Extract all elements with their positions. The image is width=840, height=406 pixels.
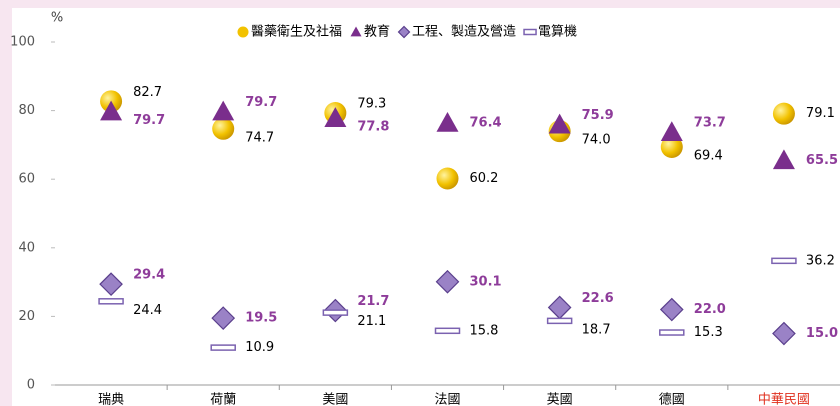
legend-label: 電算機 [538, 25, 577, 40]
y-tick-label: 100 [10, 35, 35, 50]
value-label: 15.3 [694, 325, 723, 340]
x-tick-label: 法國 [434, 393, 460, 406]
circle-marker [436, 167, 459, 190]
circle-marker [660, 135, 683, 158]
value-label: 21.1 [357, 314, 386, 329]
value-label: 24.4 [133, 303, 162, 318]
x-tick-label: 中華民國 [758, 393, 810, 406]
bar-marker [771, 257, 797, 265]
legend-label: 醫藥衛生及社福 [251, 24, 342, 40]
value-label: 79.3 [357, 97, 386, 112]
value-label: 69.4 [694, 148, 723, 163]
value-label: 74.0 [582, 133, 611, 148]
diamond-marker [99, 272, 123, 297]
value-label: 60.2 [470, 171, 499, 186]
circle-marker [237, 26, 249, 38]
diamond-marker [397, 25, 411, 39]
y-axis-label: % [51, 11, 63, 26]
circle-marker [772, 102, 795, 125]
x-tick-label: 瑞典 [98, 393, 124, 406]
triangle-marker [660, 121, 683, 142]
x-tick-label: 德國 [659, 393, 685, 406]
bar-marker [659, 329, 685, 336]
triangle-marker [548, 113, 571, 134]
diamond-marker [435, 269, 460, 294]
value-label: 74.7 [245, 130, 274, 145]
bar-marker [434, 327, 461, 335]
triangle-marker [350, 26, 362, 37]
value-label: 82.7 [133, 85, 162, 100]
value-label: 18.7 [582, 322, 611, 337]
value-label: 15.8 [470, 323, 499, 338]
value-label: 30.1 [470, 274, 502, 289]
x-tick-label: 美國 [322, 393, 348, 406]
bar-marker [523, 28, 537, 36]
diamond-marker [211, 306, 236, 330]
legend-label: 教育 [364, 24, 390, 40]
triangle-marker [212, 100, 235, 121]
plot-background [12, 8, 840, 406]
diamond-marker [659, 297, 684, 322]
diamond-marker [772, 321, 796, 346]
triangle-marker [324, 107, 347, 127]
value-label: 65.5 [806, 153, 838, 168]
value-label: 79.1 [806, 106, 835, 121]
triangle-marker [436, 111, 459, 132]
value-label: 22.0 [694, 302, 726, 317]
value-label: 79.7 [133, 113, 165, 128]
value-label: 75.9 [582, 108, 614, 123]
value-label: 29.4 [133, 268, 165, 283]
value-label: 77.8 [357, 120, 389, 135]
bar-marker [210, 344, 236, 351]
circle-marker [212, 117, 235, 140]
value-label: 36.2 [806, 253, 835, 268]
bar-marker [322, 309, 349, 316]
x-tick-label: 荷蘭 [210, 392, 236, 406]
value-label: 21.7 [357, 294, 389, 309]
value-label: 76.4 [470, 115, 502, 130]
y-tick-label: 0 [27, 378, 35, 393]
value-label: 22.6 [582, 291, 614, 306]
legend-label: 工程、製造及營造 [412, 25, 516, 40]
y-tick-label: 40 [18, 240, 35, 255]
value-label: 15.0 [806, 326, 838, 341]
triangle-marker [100, 100, 123, 121]
bar-marker [546, 317, 573, 325]
x-tick-label: 英國 [547, 393, 573, 406]
value-label: 10.9 [245, 340, 274, 355]
triangle-marker [772, 149, 795, 170]
value-label: 19.5 [245, 311, 277, 326]
y-tick-label: 80 [18, 103, 35, 118]
y-tick-label: 20 [18, 309, 35, 324]
bar-marker [98, 298, 124, 305]
y-tick-label: 60 [18, 172, 35, 187]
value-label: 79.7 [245, 95, 277, 110]
value-label: 73.7 [694, 116, 726, 131]
